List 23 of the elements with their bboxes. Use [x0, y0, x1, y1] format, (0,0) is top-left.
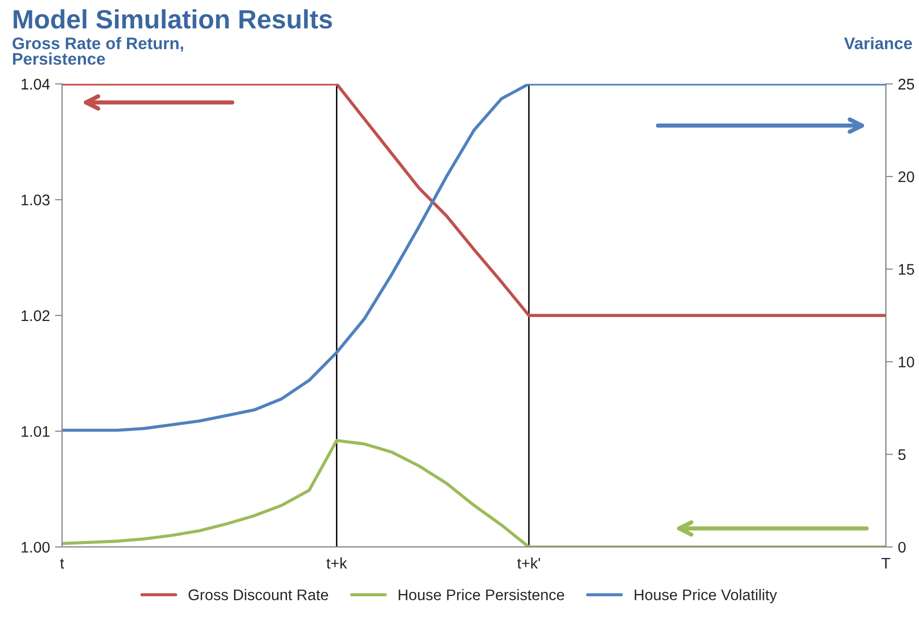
legend-label: House Price Volatility	[634, 589, 777, 604]
chart-title: Model Simulation Results	[14, 9, 332, 29]
y2-tick-label: 10	[898, 356, 914, 368]
x-tick-label: t+k	[326, 557, 348, 569]
y-tick-label: 1.00	[22, 542, 50, 553]
y2-tick-label: 15	[898, 264, 914, 275]
y2-axis-title: Variance	[844, 37, 912, 50]
y2-tick-label: 5	[898, 449, 906, 460]
y-tick-label: 1.02	[22, 310, 50, 322]
x-tick-label: T	[882, 558, 890, 568]
y-axis-title: Gross Rate of Return, Persistence	[12, 37, 184, 65]
line-series	[62, 84, 886, 317]
legend-label: House Price Persistence	[398, 589, 564, 600]
line-series	[62, 84, 886, 432]
y2-tick-label: 25	[898, 78, 914, 90]
y-tick-label: 1.03	[22, 194, 50, 206]
x-tick-label: t	[60, 558, 64, 569]
legend-label: Gross Discount Rate	[188, 589, 328, 600]
y2-tick-label: 20	[898, 171, 914, 182]
y2-tick-label: 0	[898, 542, 906, 553]
y-tick-label: 1.04	[22, 78, 50, 90]
x-tick-label: t+k'	[517, 557, 540, 569]
y-tick-label: 1.01	[22, 426, 50, 437]
